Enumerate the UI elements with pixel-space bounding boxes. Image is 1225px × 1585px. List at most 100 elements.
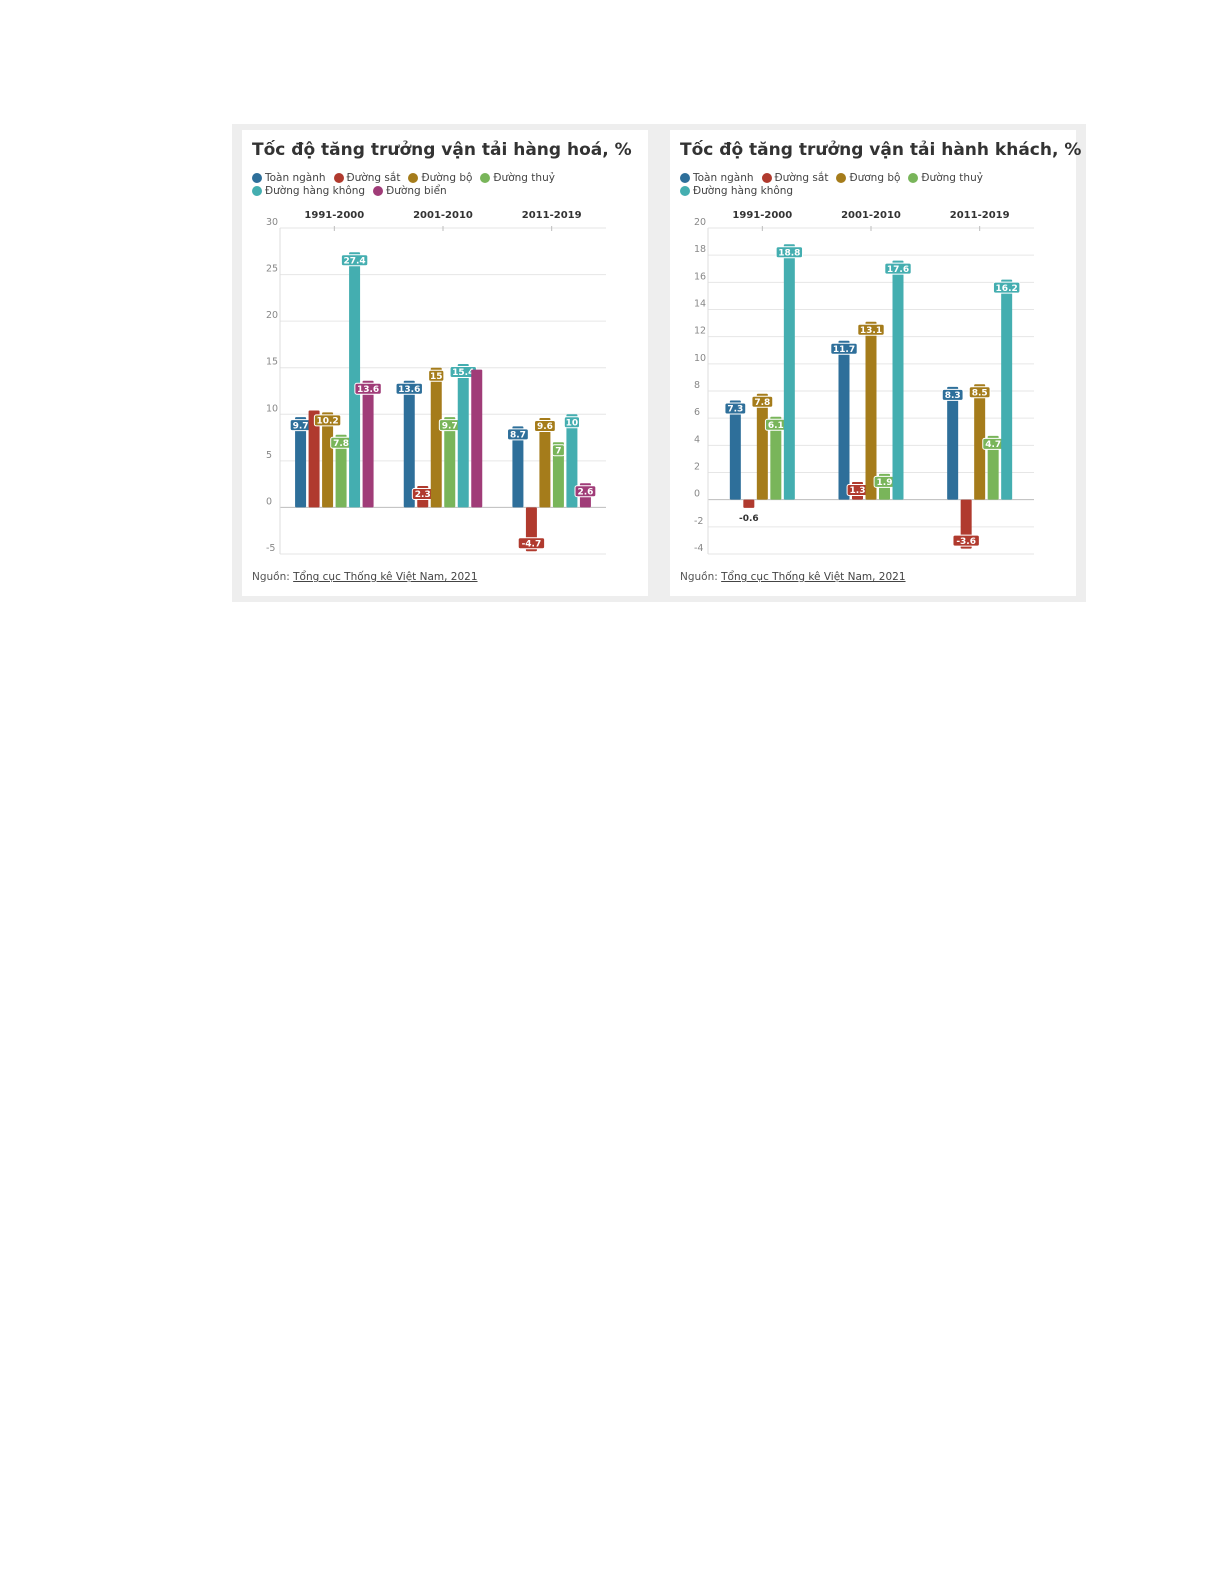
bar	[430, 367, 442, 508]
data-label: 8.3	[945, 391, 961, 401]
data-label: 16.2	[996, 284, 1018, 294]
y-tick-label: 0	[266, 496, 272, 507]
data-label: 1.9	[877, 478, 893, 488]
legend-label: Đương bộ	[849, 172, 901, 184]
data-label-box	[551, 444, 565, 457]
data-label: 7	[555, 446, 561, 456]
category-label: 2011-2019	[522, 210, 582, 221]
data-label-box	[952, 534, 980, 547]
legend-item[interactable]: Toàn ngành	[252, 172, 326, 184]
legend-item[interactable]: Toàn ngành	[680, 172, 754, 184]
bar	[335, 434, 347, 508]
y-tick-label: 15	[266, 357, 278, 368]
legend-item[interactable]: Đường thuỷ	[480, 172, 555, 184]
legend-item[interactable]: Đường biển	[373, 185, 447, 197]
data-label-box	[968, 386, 991, 399]
data-label-box	[563, 416, 581, 429]
bar	[892, 260, 904, 500]
data-label: 13.6	[357, 385, 379, 395]
bar	[987, 435, 999, 500]
data-label-box	[884, 262, 912, 275]
y-tick-label: 18	[694, 244, 706, 255]
data-label-box	[395, 382, 423, 395]
category-label: 2001-2010	[841, 210, 901, 221]
bar	[552, 442, 564, 508]
data-label: 7.8	[754, 398, 770, 408]
data-label: 6.1	[768, 421, 784, 431]
data-label: 2.6	[577, 487, 593, 497]
chart-legend: Toàn ngành Đường sắt Đường bộ Đường thuỷ Đườ…	[252, 172, 582, 197]
data-label-box	[830, 342, 858, 355]
y-tick-label: 14	[694, 299, 706, 310]
y-tick-label: 4	[694, 434, 700, 445]
freight-chart-panel: Tốc độ tăng trưởng vận tải hàng hoá, % T…	[242, 130, 648, 596]
y-tick-label: 0	[694, 489, 700, 500]
data-label: 4.7	[985, 440, 1001, 450]
category-label: 1991-2000	[732, 210, 792, 221]
y-tick-label: 16	[694, 271, 706, 282]
data-label: 11.7	[833, 345, 855, 355]
legend-swatch	[680, 173, 690, 183]
data-label: 10	[566, 418, 579, 428]
legend-label: Đường thuỷ	[493, 172, 555, 184]
legend-label: Toàn ngành	[265, 172, 326, 184]
data-label: 27.4	[343, 256, 365, 266]
chart-frame: Tốc độ tăng trưởng vận tải hàng hoá, % T…	[232, 124, 1086, 602]
category-label: 2001-2010	[413, 210, 473, 221]
data-label-box	[775, 246, 804, 259]
bar	[512, 426, 524, 508]
legend-label: Đường hàng không	[265, 185, 366, 197]
bar	[308, 410, 320, 508]
legend-item[interactable]: Đường thuỷ	[908, 172, 983, 184]
y-tick-label: -2	[694, 516, 703, 527]
legend-label: Đường hàng không	[693, 185, 794, 197]
bar	[566, 414, 578, 508]
bar	[729, 400, 741, 500]
legend-item[interactable]: Đường bộ	[408, 172, 472, 184]
data-label-box	[354, 382, 382, 395]
legend-label: Đường sắt	[774, 172, 829, 184]
legend-swatch	[680, 186, 690, 196]
legend-swatch	[908, 173, 919, 183]
bar	[349, 252, 361, 508]
legend-label: Đường biển	[386, 185, 447, 197]
data-label: -3.6	[956, 537, 976, 547]
legend-item[interactable]: Đường sắt	[333, 172, 400, 184]
y-tick-label: 5	[266, 450, 272, 461]
data-label: 9.6	[537, 422, 553, 432]
y-tick-label: 12	[694, 326, 706, 337]
data-label-box	[574, 485, 597, 498]
y-tick-label: 10	[266, 403, 278, 414]
bar	[322, 412, 334, 508]
source-link[interactable]: Tổng cục Thống kê Việt Nam, 2021	[293, 571, 478, 583]
data-label-box	[724, 402, 747, 415]
bar	[756, 393, 768, 500]
source-note: Nguồn: Tổng cục Thống kê Việt Nam, 2021	[252, 571, 478, 583]
data-label: 7.3	[727, 405, 743, 415]
source-note: Nguồn: Tổng cục Thống kê Việt Nam, 2021	[680, 571, 906, 583]
bar	[865, 321, 877, 500]
passenger-chart-panel: Tốc độ tăng trưởng vận tải hành khách, %…	[670, 130, 1081, 596]
data-label-box	[507, 428, 529, 441]
bar-plot: -5 0 5 10 15 20 25 30 1991-2000 9.7 10.2 7.8 27.4 13.…	[266, 210, 606, 555]
source-link[interactable]: Tổng cục Thống kê Việt Nam, 2021	[721, 571, 906, 583]
bar	[783, 244, 795, 500]
legend-swatch	[480, 173, 491, 183]
chart-title: Tốc độ tăng trưởng vận tải hành khách, %	[680, 140, 1082, 160]
y-tick-label: 30	[266, 217, 278, 228]
data-label-box	[857, 323, 885, 336]
legend-item[interactable]: Đường sắt	[761, 172, 829, 184]
legend-item[interactable]: Đương bộ	[836, 172, 900, 184]
legend-label: Đường thuỷ	[921, 172, 983, 184]
y-tick-label: -5	[266, 543, 275, 554]
category-label: 1991-2000	[304, 210, 364, 221]
y-tick-label: 2	[694, 462, 700, 473]
bar	[444, 417, 456, 508]
data-label: 7.8	[333, 439, 349, 449]
legend-swatch	[252, 186, 262, 196]
legend-item[interactable]: Đường hàng không	[252, 185, 365, 197]
legend-item[interactable]: Đường hàng không	[680, 185, 793, 197]
bar	[403, 380, 415, 508]
bar	[770, 416, 782, 500]
legend-label: Đường bộ	[421, 172, 473, 184]
